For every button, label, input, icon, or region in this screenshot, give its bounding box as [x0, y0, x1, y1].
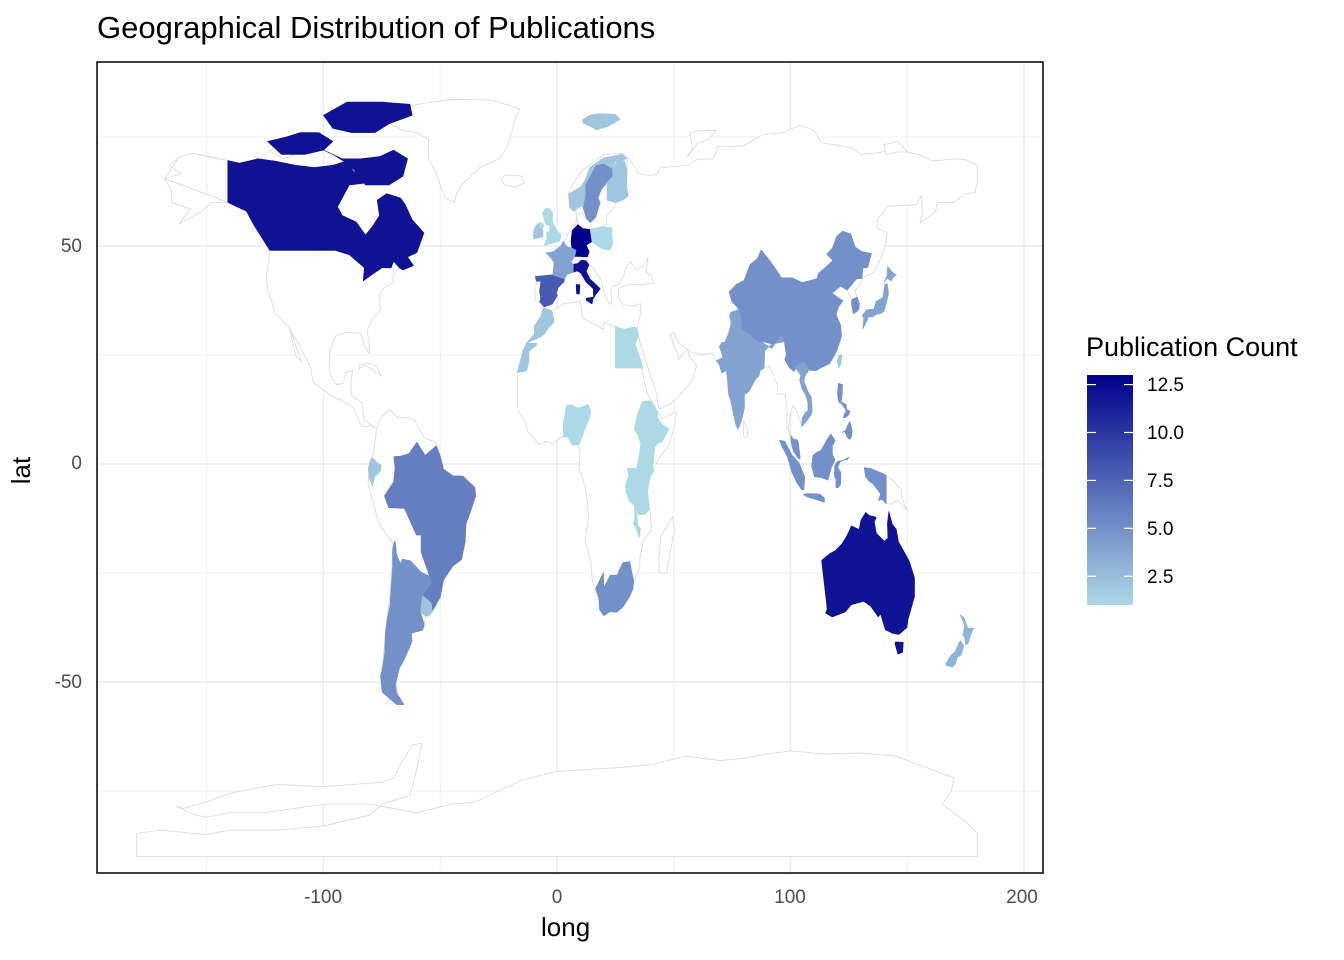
- country-nigeria: [563, 404, 592, 446]
- x-tick-label: 0: [551, 887, 563, 908]
- country-poland: [589, 226, 614, 251]
- country-vietnam: [795, 362, 813, 427]
- y-tick-label: -50: [54, 672, 82, 693]
- legend-tick-marks: [1087, 383, 1133, 577]
- country-italy: [573, 259, 601, 305]
- legend-tick-label: 7.5: [1147, 471, 1174, 492]
- country-svalbard: [582, 113, 621, 131]
- panel-border: [96, 61, 1044, 874]
- land-outline: [742, 419, 749, 439]
- country-philippines: [837, 383, 853, 440]
- land-outline: [386, 99, 521, 203]
- country-brazil: [384, 441, 476, 612]
- country-layer: [227, 101, 975, 705]
- legend-tick-label: 10.0: [1147, 423, 1184, 444]
- x-axis-label: long: [541, 912, 591, 942]
- y-tick-label: 50: [60, 236, 82, 257]
- country-malaysia: [790, 433, 836, 460]
- x-tick-label: 100: [774, 887, 806, 908]
- country-france: [545, 240, 577, 280]
- country-tanzania: [625, 468, 650, 515]
- country-china: [728, 230, 872, 372]
- country-india: [715, 308, 784, 430]
- x-tick-label: 200: [1006, 887, 1038, 908]
- land-outline: [500, 174, 525, 188]
- country-south-korea: [851, 296, 860, 315]
- country-egypt: [615, 326, 644, 369]
- country-malawi: [633, 505, 641, 539]
- legend-tick-label: 2.5: [1147, 567, 1174, 588]
- land-outline: [658, 515, 676, 574]
- country-uruguay: [420, 595, 433, 617]
- land-outline: [358, 362, 383, 378]
- country-indonesia: [779, 439, 887, 504]
- y-tick-label: 0: [71, 453, 82, 474]
- country-australia: [821, 511, 915, 655]
- country-chile: [380, 540, 402, 705]
- land-outline: [687, 130, 717, 158]
- x-tick-label: -100: [303, 887, 343, 908]
- country-south-africa: [595, 561, 635, 616]
- country-ecuador: [367, 457, 382, 487]
- chart-title: Geographical Distribution of Publication…: [97, 10, 656, 45]
- country-japan: [861, 265, 897, 330]
- legend-tick-label: 5.0: [1147, 519, 1174, 540]
- country-finland: [606, 158, 629, 203]
- country-canada: [227, 101, 425, 282]
- country-taiwan: [837, 354, 843, 369]
- country-norway: [568, 154, 628, 212]
- legend-tick-label: 12.5: [1147, 375, 1184, 396]
- country-spain: [535, 274, 565, 308]
- country-united-kingdom: [539, 208, 562, 246]
- legend-colorbar: [1087, 375, 1133, 605]
- country-morocco: [517, 307, 555, 373]
- legend-title: Publication Count: [1086, 332, 1298, 362]
- land-outline: [883, 140, 908, 155]
- land-outline: [136, 742, 978, 857]
- country-new-zealand: [945, 614, 975, 668]
